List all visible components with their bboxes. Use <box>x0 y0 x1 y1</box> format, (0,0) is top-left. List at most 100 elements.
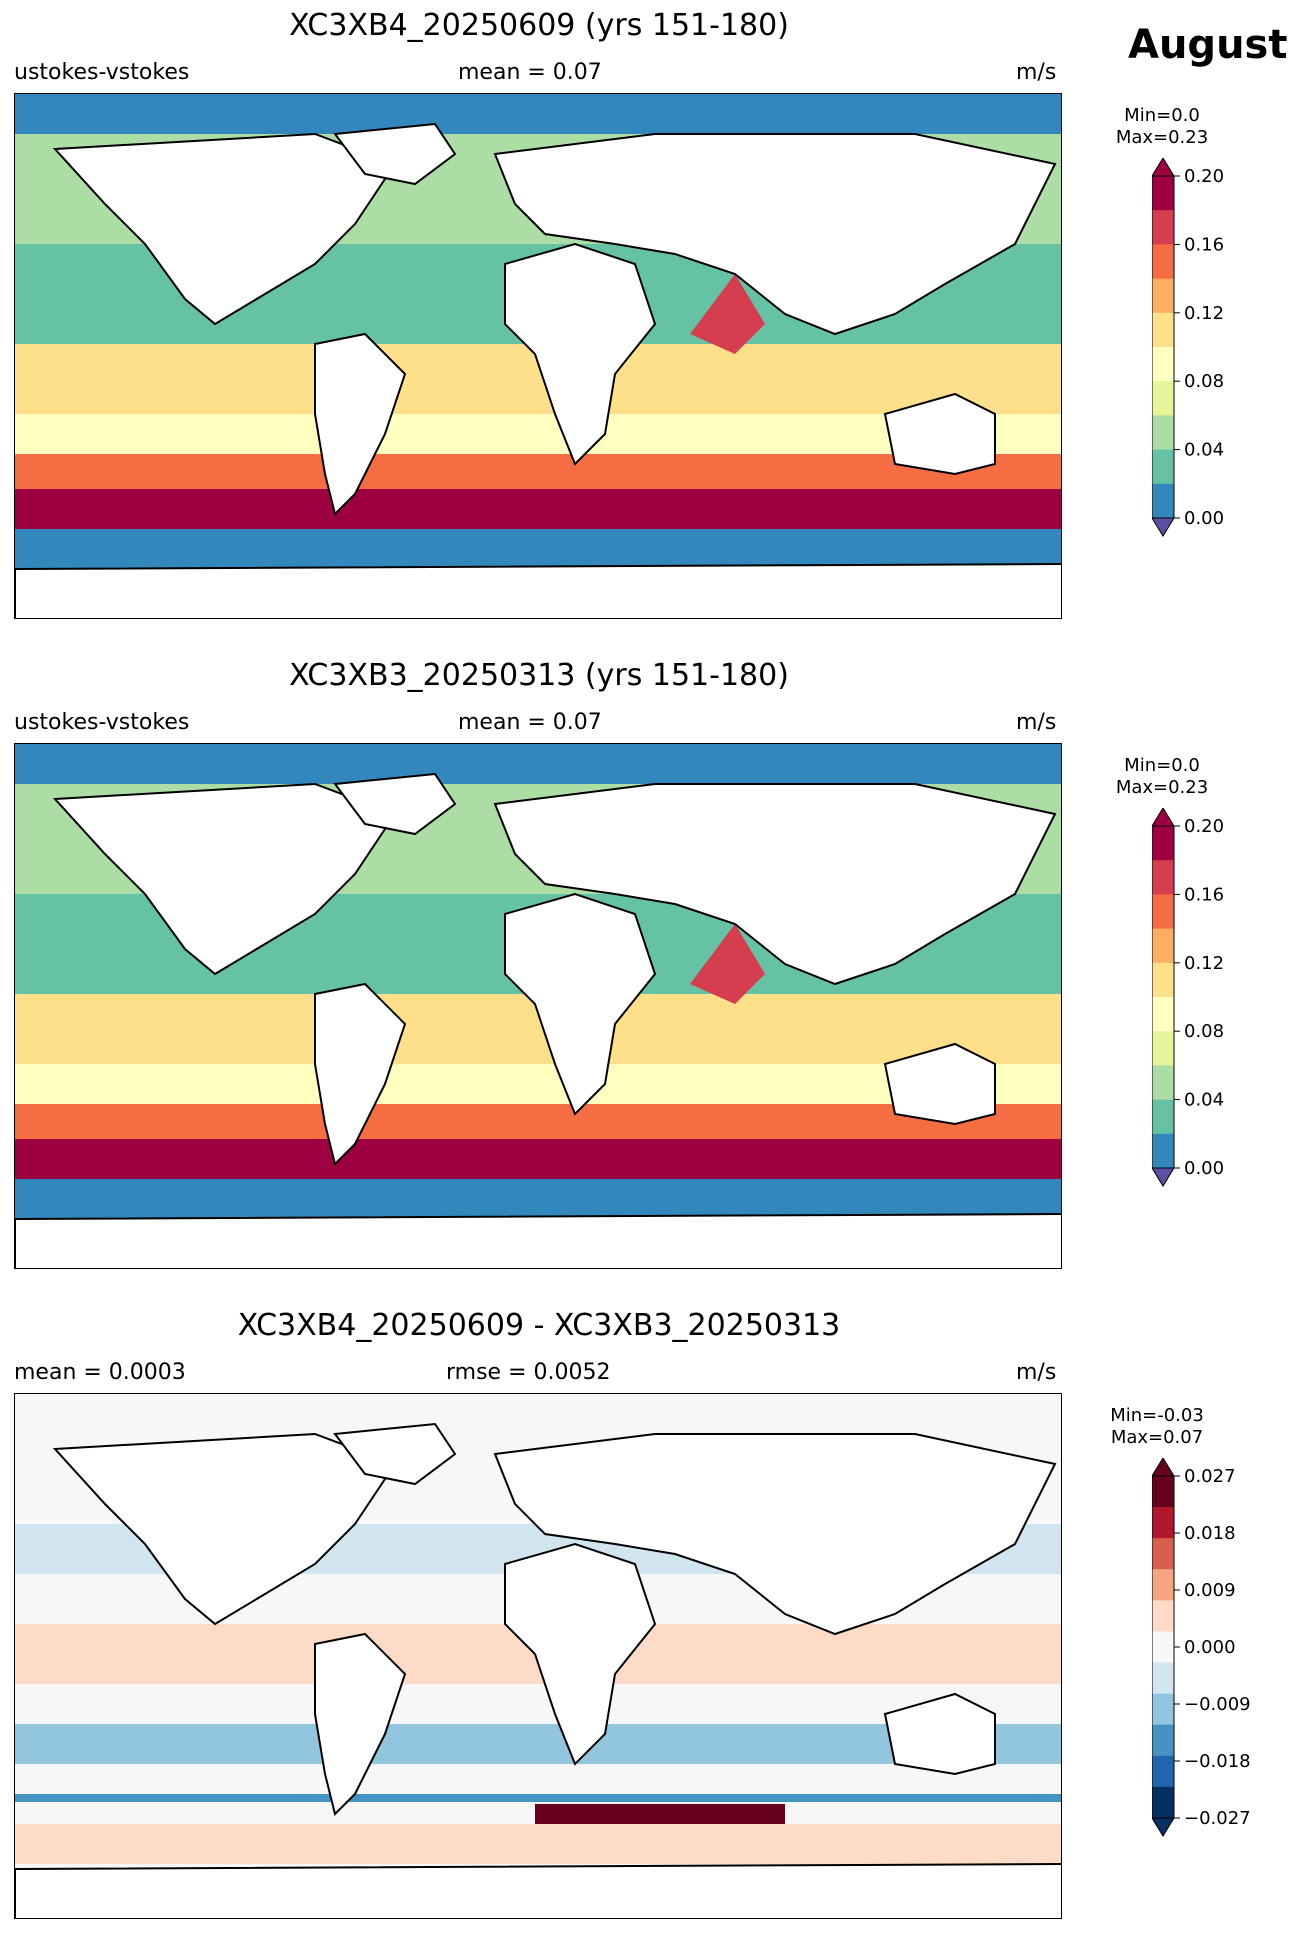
panel-2-variable-label: ustokes-vstokes <box>14 710 190 735</box>
colorbar-segment <box>1152 962 1174 998</box>
map-south-america <box>314 332 407 516</box>
colorbar-tick-label: 0.20 <box>1184 166 1224 187</box>
colorbar-segment <box>1152 826 1174 861</box>
colorbar-segment <box>1152 1133 1174 1169</box>
colorbar-segment <box>1152 1786 1174 1819</box>
colorbar-under-triangle <box>1152 517 1175 537</box>
colorbar-segment <box>1152 997 1174 1032</box>
map-band-southern-a <box>15 454 1061 489</box>
map-eurasia <box>493 783 1057 986</box>
colorbar-segment <box>1152 347 1174 382</box>
map-band-antarctic-coast <box>15 1179 1061 1219</box>
map-band-southern-b <box>15 489 1061 529</box>
colorbar-segment <box>1152 860 1174 895</box>
colorbar-segment <box>1152 1476 1174 1508</box>
map-band-arctic <box>15 94 1061 134</box>
map-eurasia <box>493 133 1057 336</box>
diff-band-d <box>15 1794 1061 1802</box>
map-antarctica <box>15 1863 1061 1918</box>
colorbar-tick-label: 0.12 <box>1184 303 1224 324</box>
map-greenland <box>333 772 457 836</box>
colorbar-tick-label: 0.08 <box>1184 1021 1224 1042</box>
colorbar-segment <box>1152 1631 1174 1664</box>
panel-2-max: Max=0.23 <box>1115 777 1209 798</box>
colorbar-segment <box>1152 278 1174 314</box>
colorbar-segment <box>1152 1693 1174 1726</box>
colorbar-segment <box>1152 244 1174 280</box>
colorbar-frame <box>1152 825 1175 1169</box>
map-band-southern-a <box>15 1104 1061 1139</box>
map-africa <box>504 242 657 466</box>
panel-3-map-svg <box>15 1394 1061 1918</box>
panel-2-minmax: Min=0.0 Max=0.23 <box>1102 755 1222 799</box>
panel-1-units-label: m/s <box>1016 60 1057 85</box>
map-band-antarctic-coast <box>15 529 1061 569</box>
diff-band-e <box>535 1804 785 1824</box>
colorbar-segment <box>1152 483 1174 519</box>
colorbar-tick-label: 0.08 <box>1184 371 1224 392</box>
panel-1-variable-label: ustokes-vstokes <box>14 60 190 85</box>
colorbar-segments: 0.20 0.16 0.12 0.08 0.04 0.00 <box>1152 158 1224 537</box>
colorbar-tick-label: 0.018 <box>1184 1523 1236 1544</box>
colorbar-tick-label: 0.00 <box>1184 1158 1224 1179</box>
panel-1-max: Max=0.23 <box>1115 127 1209 148</box>
colorbar-segment <box>1152 1099 1174 1135</box>
panel-3-units-label: m/s <box>1016 1360 1057 1385</box>
map-antarctica <box>15 563 1061 618</box>
colorbar-segment <box>1152 1724 1174 1757</box>
panel-1-title: XC3XB4_20250609 (yrs 151-180) <box>289 8 789 43</box>
colorbar-segments: 0.20 0.16 0.12 0.08 0.04 0.00 <box>1152 808 1224 1187</box>
colorbar-segment <box>1152 1662 1174 1695</box>
colorbar-segment <box>1152 312 1174 348</box>
map-south-america <box>314 1632 407 1816</box>
map-arabian-sea-high <box>690 924 765 1004</box>
colorbar-tick-label: −0.009 <box>1184 1694 1251 1715</box>
colorbar-segment <box>1152 1755 1174 1788</box>
panel-1-min: Min=0.0 <box>1124 105 1200 126</box>
colorbar-segment <box>1152 176 1174 211</box>
colorbar-tick-label: 0.027 <box>1184 1466 1236 1487</box>
panel-1-minmax: Min=0.0 Max=0.23 <box>1102 105 1222 149</box>
colorbar-segments: 0.027 0.018 0.009 0.000 −0.009 −0.018 −0.027 <box>1152 1458 1251 1837</box>
panel-3-mean-label: mean = 0.0003 <box>14 1360 186 1385</box>
panel-1-map-svg <box>15 94 1061 618</box>
colorbar-segment <box>1152 894 1174 930</box>
colorbar-segment <box>1152 1507 1174 1539</box>
diff-band-f <box>15 1824 1061 1864</box>
map-australia <box>883 1042 996 1126</box>
colorbar-over-triangle <box>1152 158 1175 177</box>
colorbar-under-triangle <box>1152 1167 1175 1187</box>
colorbar-segment <box>1152 1569 1174 1601</box>
colorbar-segment <box>1152 449 1174 485</box>
colorbar-over-triangle <box>1152 808 1175 827</box>
panel-3-map <box>14 1393 1062 1919</box>
panel-3-minmax: Min=-0.03 Max=0.07 <box>1097 1405 1217 1449</box>
colorbar-segment <box>1152 1065 1174 1101</box>
panel-3-max: Max=0.07 <box>1110 1427 1204 1448</box>
colorbar-tick-label: 0.04 <box>1184 440 1224 461</box>
panel-2-min: Min=0.0 <box>1124 755 1200 776</box>
colorbar-segment <box>1152 1538 1174 1570</box>
colorbar-segment <box>1152 928 1174 964</box>
panel-1-map <box>14 93 1062 619</box>
panel-2-mean-label: mean = 0.07 <box>458 710 602 735</box>
panel-3-title: XC3XB4_20250609 - XC3XB3_20250313 <box>237 1308 841 1343</box>
map-south-america <box>314 982 407 1166</box>
colorbar-tick-label: 0.16 <box>1184 884 1224 905</box>
map-africa <box>504 892 657 1116</box>
panel-1-mean-label: mean = 0.07 <box>458 60 602 85</box>
map-land <box>15 122 1061 618</box>
colorbar-segment <box>1152 1600 1174 1632</box>
map-land <box>15 772 1061 1268</box>
colorbar-segment <box>1152 1031 1174 1066</box>
panel-2-colorbar: 0.20 0.16 0.12 0.08 0.04 0.00 <box>1152 808 1224 1187</box>
map-arabian-sea-high <box>690 274 765 354</box>
map-land <box>15 1422 1061 1918</box>
colorbar-tick-label: 0.20 <box>1184 816 1224 837</box>
colorbar-tick-label: 0.009 <box>1184 1580 1236 1601</box>
colorbar-tick-label: −0.027 <box>1184 1808 1251 1829</box>
colorbar-tick-label: 0.16 <box>1184 234 1224 255</box>
panel-3-rmse-label: rmse = 0.0052 <box>446 1360 611 1385</box>
panel-2-units-label: m/s <box>1016 710 1057 735</box>
map-australia <box>883 1692 996 1776</box>
